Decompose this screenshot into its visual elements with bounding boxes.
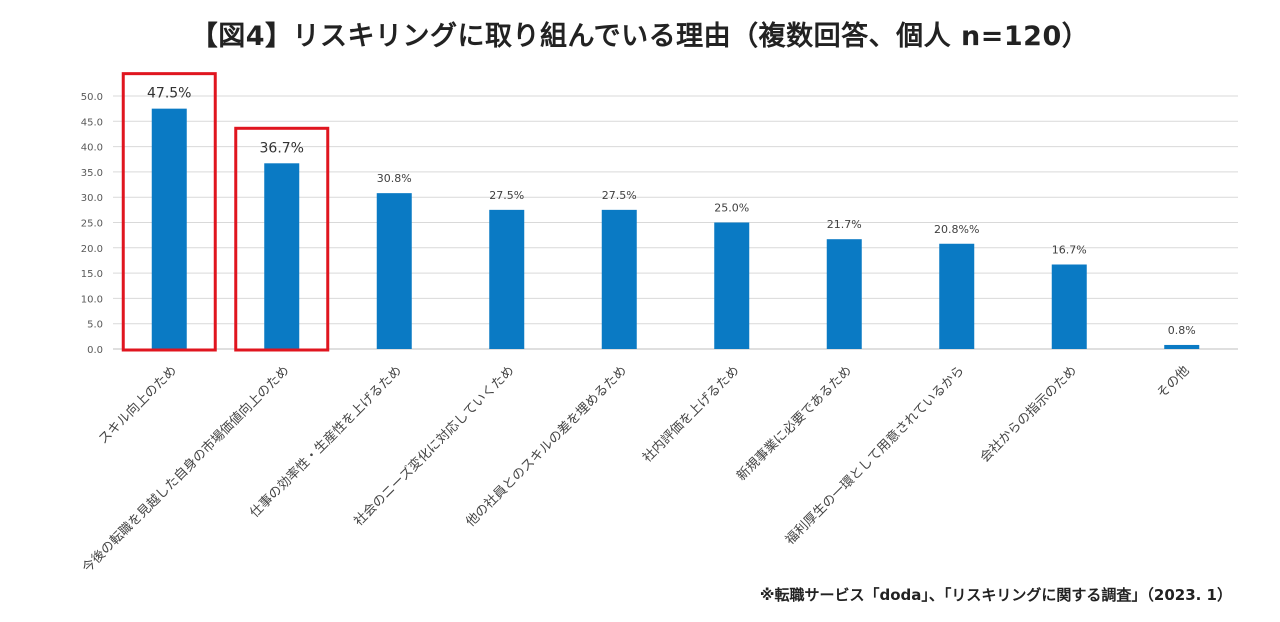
bar bbox=[264, 163, 300, 349]
category-label: スキル向上のため bbox=[95, 363, 180, 448]
data-label: 0.8% bbox=[1168, 324, 1196, 337]
data-label: 27.5% bbox=[489, 189, 524, 202]
y-tick-label: 25.0 bbox=[81, 219, 103, 230]
category-label: 社内評価を上げるため bbox=[639, 363, 742, 466]
data-label: 16.7% bbox=[1052, 243, 1087, 256]
data-label: 30.8% bbox=[377, 172, 412, 185]
gridlines bbox=[113, 95, 1238, 350]
y-tick-label: 30.0 bbox=[81, 193, 103, 204]
data-labels: 47.5% 36.7% 30.8% 27.5% 27.5% 25.0% 21.7% 20.8%… bbox=[147, 86, 1196, 337]
bar bbox=[1051, 264, 1087, 349]
category-label: 福利厚生の一環として用意されているから bbox=[782, 363, 967, 548]
data-label: 21.7% bbox=[827, 218, 862, 231]
category-label: 会社からの指示のため bbox=[977, 363, 1080, 466]
y-tick-label: 15.0 bbox=[81, 269, 103, 280]
category-label: その他 bbox=[1154, 363, 1192, 401]
y-tick-label: 0.0 bbox=[87, 345, 103, 356]
category-label: 新規事業に必要であるため bbox=[734, 363, 856, 485]
highlight-box bbox=[121, 72, 217, 352]
y-tick-label: 40.0 bbox=[81, 143, 103, 154]
data-label: 25.0% bbox=[714, 202, 749, 215]
chart-title: 【図4】リスキリングに取り組んでいる理由（複数回答、個人 n=120） bbox=[190, 21, 1090, 52]
y-axis-ticks: 0.0 5.0 10.0 15.0 20.0 25.0 30.0 35.0 40.0 45.0 50… bbox=[81, 92, 103, 356]
y-tick-label: 5.0 bbox=[87, 320, 103, 331]
y-tick-label: 10.0 bbox=[81, 294, 103, 305]
data-label: 27.5% bbox=[602, 189, 637, 202]
y-tick-label: 35.0 bbox=[81, 168, 103, 179]
y-tick-label: 50.0 bbox=[81, 92, 103, 103]
bars bbox=[151, 108, 1200, 350]
bar bbox=[376, 193, 412, 349]
bar bbox=[151, 108, 187, 350]
data-label: 20.8%% bbox=[934, 223, 979, 236]
bar bbox=[601, 209, 637, 349]
bar bbox=[1164, 344, 1200, 349]
y-tick-label: 20.0 bbox=[81, 244, 103, 255]
source-note: ※転職サービス「doda」、「リスキリングに関する調査」（2023. 1） bbox=[759, 586, 1232, 604]
highlight-box bbox=[234, 126, 330, 352]
y-tick-label: 45.0 bbox=[81, 117, 103, 128]
bar bbox=[939, 243, 975, 349]
bar bbox=[489, 209, 525, 349]
bar bbox=[714, 222, 750, 349]
data-label: 47.5% bbox=[147, 86, 191, 102]
x-axis-categories: スキル向上のため今後の転職を見越した自身の市場価値向上のため仕事の効率性・生産性… bbox=[79, 363, 1193, 577]
data-label: 36.7% bbox=[260, 140, 304, 156]
category-label: 今後の転職を見越した自身の市場価値向上のため bbox=[79, 363, 293, 577]
highlight-boxes bbox=[121, 72, 330, 352]
bar bbox=[826, 239, 862, 349]
